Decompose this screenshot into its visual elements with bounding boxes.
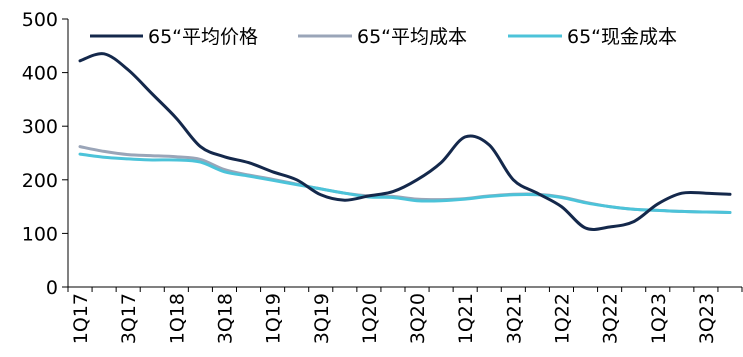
x-tick-label: 3Q21 xyxy=(503,293,525,344)
x-tick-label: 1Q22 xyxy=(551,293,573,344)
x-tick-label: 3Q17 xyxy=(118,293,140,344)
axes: 0 100 200 300 400 500 1Q17 3Q17 1Q18 3Q18 1Q19 3Q19… xyxy=(22,9,743,344)
series-lines xyxy=(78,52,732,231)
x-tick-label: 1Q20 xyxy=(359,293,381,344)
x-tick-label: 3Q19 xyxy=(311,293,333,344)
y-tick-label: 100 xyxy=(22,223,58,245)
legend-label: 65“平均成本 xyxy=(357,26,467,48)
y-tick-label: 300 xyxy=(22,116,58,138)
y-tick-label: 200 xyxy=(22,170,58,192)
x-tick-label: 1Q19 xyxy=(263,293,285,344)
x-tick-label: 1Q18 xyxy=(166,293,188,344)
x-tick-label: 1Q23 xyxy=(648,293,670,344)
series-line-1 xyxy=(78,145,732,214)
legend-label: 65“现金成本 xyxy=(567,26,677,48)
series-line-0 xyxy=(78,52,732,231)
y-tick-label: 0 xyxy=(46,277,58,299)
x-tick-label: 3Q23 xyxy=(696,293,718,344)
x-tick-label: 3Q22 xyxy=(600,293,622,344)
x-tick-label: 3Q20 xyxy=(407,293,429,344)
y-tick-label: 400 xyxy=(22,63,58,85)
legend: 65“平均价格 65“平均成本 65“现金成本 xyxy=(90,26,677,48)
series-line-2 xyxy=(78,152,732,214)
x-tick-label: 3Q18 xyxy=(214,293,236,344)
x-tick-label: 1Q21 xyxy=(455,293,477,344)
x-tick-label: 1Q17 xyxy=(70,293,92,344)
legend-label: 65“平均价格 xyxy=(148,26,258,48)
y-tick-label: 500 xyxy=(22,9,58,31)
